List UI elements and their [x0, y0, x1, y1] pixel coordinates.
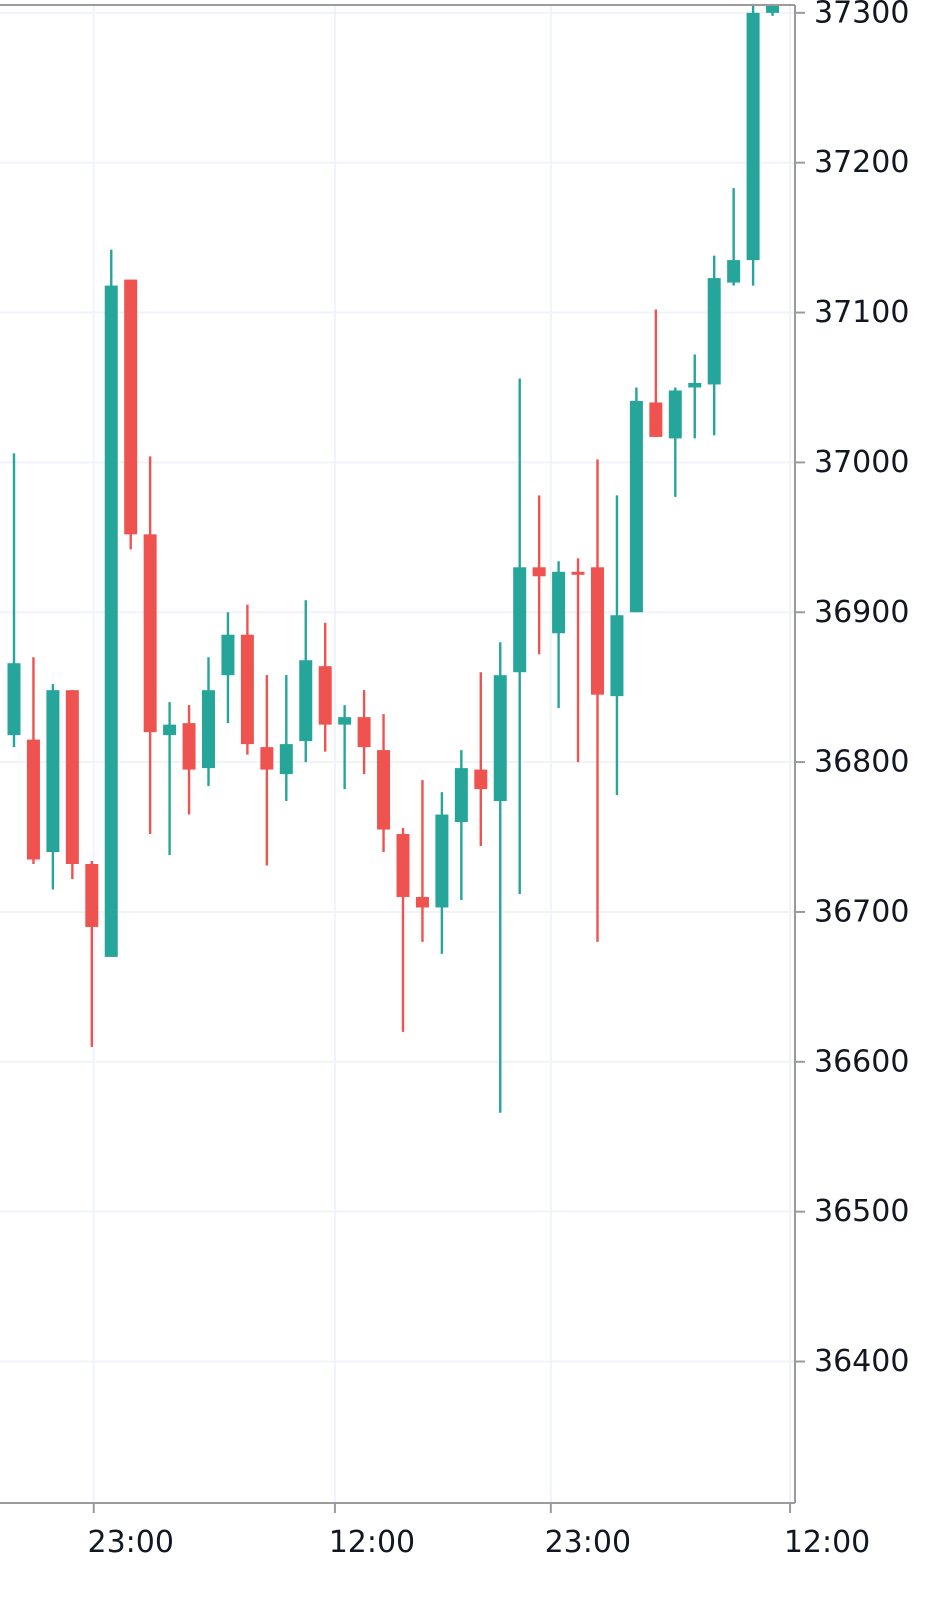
- candle-body: [474, 769, 488, 790]
- price-tick-label: 36700: [814, 894, 909, 929]
- candles: [7, 3, 780, 1113]
- price-tick-label: 36500: [814, 1194, 909, 1229]
- price-tick-label: 37100: [814, 295, 909, 330]
- candle-body: [7, 663, 21, 736]
- price-tick-label: 37000: [814, 445, 909, 480]
- candle-body: [415, 896, 429, 908]
- candle-body: [396, 834, 410, 897]
- candle-body: [746, 12, 760, 261]
- candle-body: [163, 724, 177, 736]
- candle-body: [707, 278, 721, 385]
- candle-body: [377, 750, 391, 830]
- candle-body: [532, 567, 546, 577]
- candle-body: [26, 739, 40, 860]
- candle-body: [299, 660, 313, 742]
- candle-body: [202, 690, 215, 769]
- candle-body: [221, 634, 235, 676]
- price-tick-label: 36800: [814, 745, 909, 780]
- candle-body: [240, 634, 254, 745]
- price-tick-label: 36400: [814, 1344, 909, 1379]
- candle-body: [668, 390, 682, 439]
- time-tick-label: 23:00: [545, 1525, 631, 1560]
- axes: 36400 36500 36600 36700 36800 36900 37000 37100…: [0, 0, 909, 1560]
- candle-body: [649, 402, 663, 437]
- candle-body: [454, 768, 468, 823]
- candle-body: [513, 567, 527, 673]
- price-tick-label: 36900: [814, 595, 909, 630]
- candle-body: [591, 567, 604, 695]
- candle-body: [46, 690, 60, 853]
- time-tick-label: 12:00: [329, 1525, 415, 1560]
- candle-body: [182, 723, 196, 770]
- candle-body: [104, 285, 118, 957]
- candle-body: [435, 814, 449, 908]
- price-tick-label: 37200: [814, 145, 909, 180]
- candle-body: [610, 615, 624, 697]
- time-tick-label: 12:00: [784, 1525, 870, 1560]
- candle-body: [65, 690, 79, 864]
- candle-body: [338, 717, 352, 725]
- price-tick-label: 37300: [814, 0, 909, 30]
- candle-body: [629, 400, 643, 613]
- candle-body: [124, 279, 138, 535]
- candle-body: [85, 863, 99, 927]
- price-tick-label: 36600: [814, 1044, 909, 1079]
- candle-body: [357, 717, 371, 748]
- candle-body: [318, 666, 332, 725]
- candle-body: [260, 747, 274, 770]
- time-tick-label: 23:00: [88, 1525, 174, 1560]
- gridlines: [0, 5, 795, 1503]
- candle-body: [727, 260, 741, 283]
- candle-body: [493, 675, 507, 802]
- candle-body: [766, 5, 780, 13]
- candle-body: [279, 744, 293, 775]
- candle-body: [571, 571, 585, 575]
- candle-body: [688, 382, 702, 388]
- candle-body: [552, 571, 566, 634]
- candle-body: [143, 534, 157, 733]
